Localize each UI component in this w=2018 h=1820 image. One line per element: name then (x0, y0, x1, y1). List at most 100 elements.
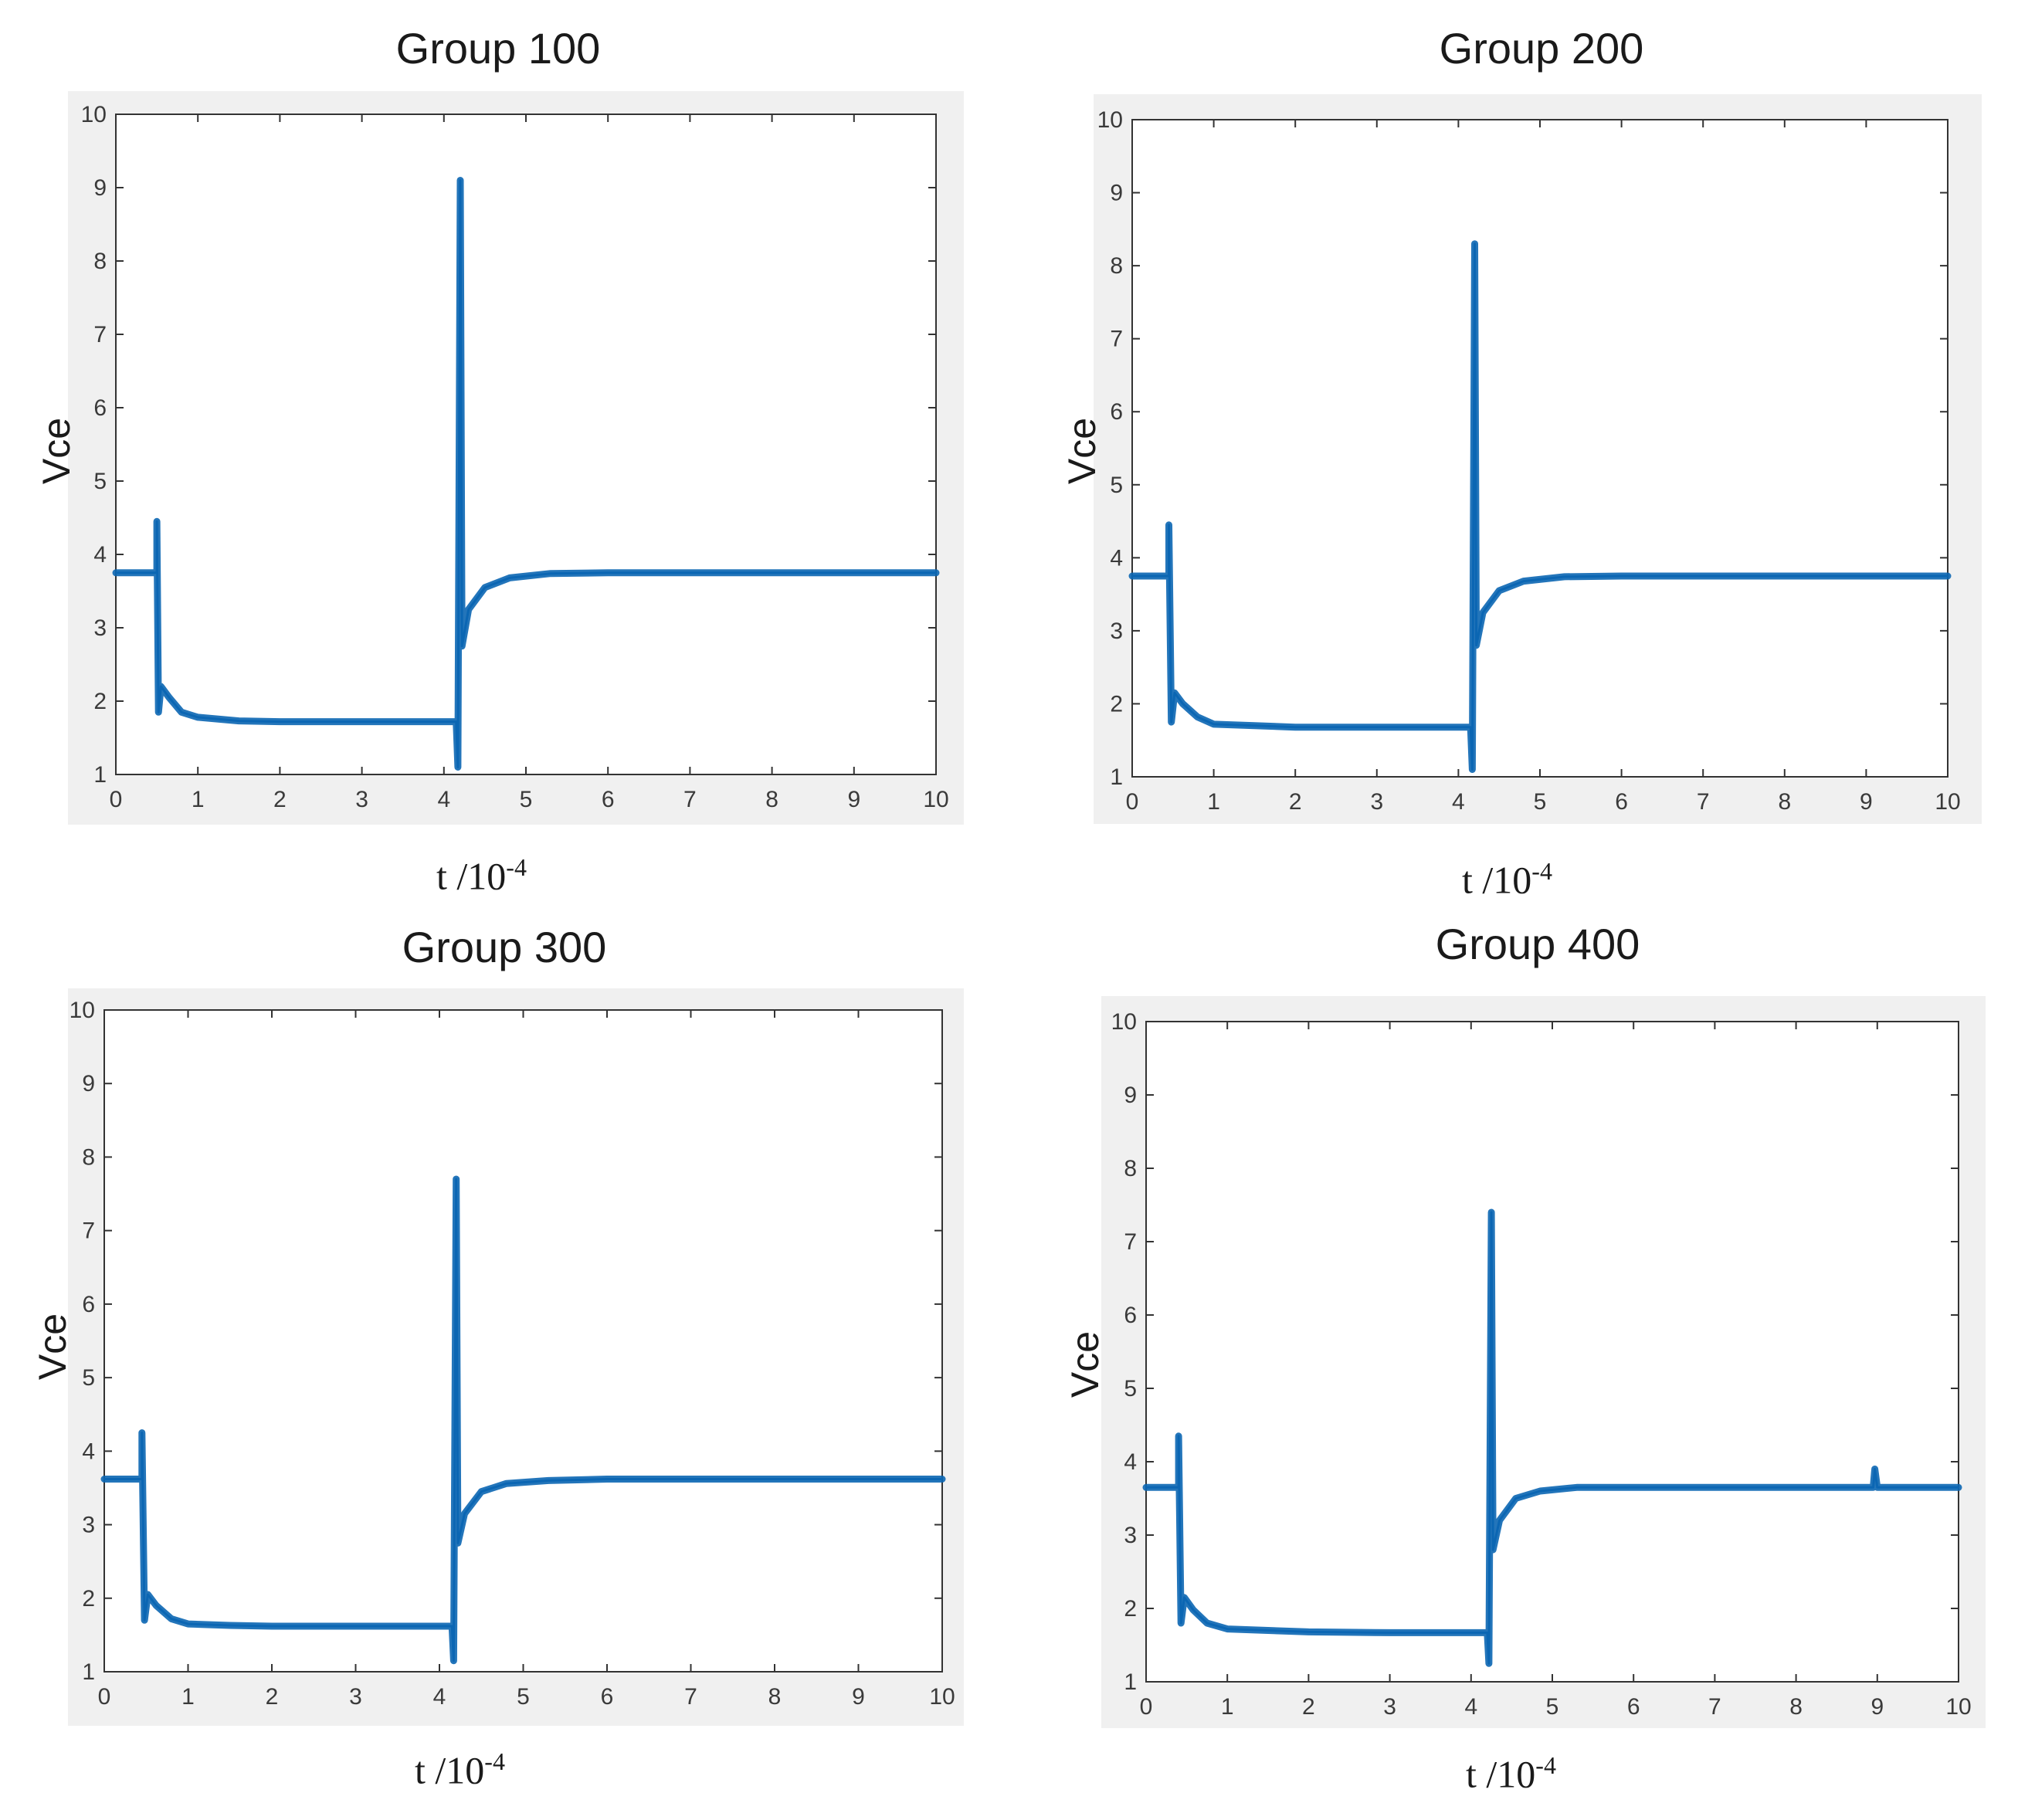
y-tick-label: 5 (93, 469, 107, 494)
x-tick-label: 8 (1789, 1694, 1803, 1720)
y-tick-label: 10 (1111, 1009, 1137, 1035)
y-tick-label: 1 (1124, 1669, 1137, 1695)
y-tick-label: 7 (82, 1218, 95, 1244)
x-tick-label: 5 (517, 1684, 530, 1710)
y-tick-label: 3 (1110, 619, 1123, 644)
axes-box (1145, 1021, 1959, 1683)
y-tick-label: 10 (1097, 107, 1123, 133)
x-tick-label: 4 (1452, 789, 1465, 815)
x-tick-label: 8 (765, 787, 778, 812)
x-tick-label: 5 (520, 787, 533, 812)
series-line-vce-core (116, 179, 936, 768)
chart-panel-group-200: Group 200 0 1 2 3 4 5 6 7 8 9 10 1 2 3 4 5 6 7 8 9 10 Vce t … (1009, 0, 2018, 910)
chart-panel-group-100: Group 100 0 1 2 3 4 5 6 7 8 9 10 1 2 3 4 5 6 7 8 9 10 Vce t … (0, 0, 1009, 910)
series-line-vce-core (1146, 1211, 1959, 1665)
x-tick-label: 2 (1289, 789, 1302, 815)
x-axis-label-exponent: -4 (1535, 1751, 1556, 1779)
y-tick-label: 10 (81, 102, 107, 127)
x-tick-label: 9 (847, 787, 860, 812)
x-tick-label: 10 (923, 787, 948, 812)
chart-panel-group-300: Group 300 0 1 2 3 4 5 6 7 8 9 10 1 2 3 4 5 6 7 8 9 10 Vce t … (0, 910, 1009, 1820)
y-tick-label: 7 (1110, 327, 1123, 352)
x-tick-label: 3 (1383, 1694, 1396, 1720)
x-tick-label: 4 (437, 787, 450, 812)
x-tick-label: 7 (684, 1684, 697, 1710)
x-tick-label: 1 (1207, 789, 1220, 815)
x-tick-label: 3 (355, 787, 368, 812)
x-tick-label: 3 (349, 1684, 362, 1710)
x-tick-label: 0 (98, 1684, 111, 1710)
y-tick-label: 9 (82, 1071, 95, 1096)
y-tick-label: 4 (1124, 1449, 1137, 1475)
y-tick-label: 7 (1124, 1229, 1137, 1255)
y-tick-label: 3 (82, 1513, 95, 1538)
x-tick-label: 7 (1708, 1694, 1721, 1720)
y-tick-label: 6 (82, 1292, 95, 1317)
y-tick-label: 7 (93, 322, 107, 347)
y-tick-label: 9 (93, 175, 107, 201)
y-tick-label: 1 (82, 1659, 95, 1685)
x-tick-label: 1 (1221, 1694, 1234, 1720)
y-tick-label: 5 (1124, 1376, 1137, 1401)
x-axis-label-exponent: -4 (1531, 857, 1552, 885)
x-tick-label: 1 (192, 787, 205, 812)
x-axis-label-base: t /10 (1462, 858, 1532, 902)
x-axis-label-base: t /10 (415, 1748, 485, 1792)
series-line-vce-core (1132, 242, 1948, 771)
x-tick-label: 3 (1370, 789, 1383, 815)
y-axis-label: Vce (35, 417, 79, 485)
x-tick-label: 8 (1778, 789, 1791, 815)
y-tick-label: 6 (1124, 1303, 1137, 1328)
axes-box (103, 1009, 943, 1673)
chart-title: Group 300 (402, 923, 607, 971)
x-tick-label: 10 (929, 1684, 955, 1710)
axes-box (115, 114, 937, 775)
x-tick-label: 9 (1870, 1694, 1884, 1720)
y-axis-label: Vce (1063, 1330, 1107, 1398)
x-tick-label: 9 (1860, 789, 1873, 815)
x-tick-label: 7 (683, 787, 697, 812)
x-tick-label: 4 (433, 1684, 446, 1710)
y-tick-label: 5 (82, 1365, 95, 1391)
x-tick-label: 5 (1534, 789, 1547, 815)
x-axis-label: t /10-4 (1462, 857, 1552, 903)
y-tick-label: 2 (1110, 691, 1123, 717)
x-axis-label: t /10-4 (1466, 1751, 1556, 1797)
x-tick-label: 0 (1126, 789, 1139, 815)
y-axis-label: Vce (1060, 417, 1104, 485)
chart-title: Group 100 (395, 24, 601, 73)
axes-box (1131, 119, 1948, 778)
y-tick-label: 9 (1124, 1083, 1137, 1108)
x-tick-label: 8 (768, 1684, 782, 1710)
y-tick-label: 4 (93, 542, 107, 568)
y-axis-label: Vce (31, 1313, 75, 1381)
x-tick-label: 4 (1464, 1694, 1477, 1720)
x-tick-label: 2 (1302, 1694, 1315, 1720)
x-axis-label-base: t /10 (436, 854, 507, 898)
x-tick-label: 10 (1945, 1694, 1971, 1720)
x-axis-label: t /10-4 (436, 853, 527, 899)
y-tick-label: 1 (1110, 764, 1123, 790)
x-tick-label: 6 (601, 1684, 614, 1710)
x-tick-label: 6 (1615, 789, 1628, 815)
y-tick-label: 4 (82, 1439, 95, 1464)
y-tick-label: 6 (93, 395, 107, 421)
x-tick-label: 10 (1935, 789, 1960, 815)
y-tick-label: 4 (1110, 545, 1123, 571)
x-axis-label-exponent: -4 (484, 1747, 505, 1775)
y-tick-label: 8 (1124, 1156, 1137, 1181)
y-tick-label: 3 (93, 615, 107, 641)
x-tick-label: 1 (181, 1684, 195, 1710)
y-tick-label: 9 (1110, 181, 1123, 206)
y-tick-label: 2 (93, 689, 107, 714)
y-tick-label: 1 (93, 762, 107, 788)
y-tick-label: 8 (1110, 253, 1123, 279)
x-tick-label: 0 (110, 787, 123, 812)
y-tick-label: 10 (70, 998, 95, 1023)
chart-title: Group 200 (1439, 24, 1644, 73)
y-tick-label: 2 (1124, 1596, 1137, 1622)
